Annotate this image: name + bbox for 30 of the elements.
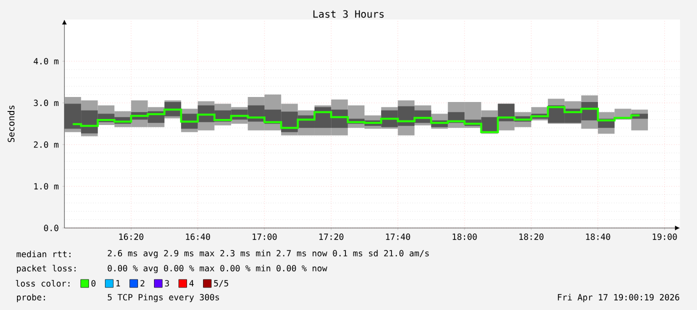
y-tick-label: 2.0 m <box>34 141 58 148</box>
y-tick-label: 3.0 m <box>34 100 58 106</box>
text: probe: <box>16 294 45 302</box>
legend-title: loss color: <box>16 280 70 287</box>
x-tick-label: 18:20 <box>519 234 544 240</box>
x-tick-label: 17:40 <box>386 234 410 240</box>
text: 0.00 % avg 0.00 % max 0.00 % min 0.00 % now <box>108 264 328 274</box>
x-tick-label: 16:20 <box>119 234 144 240</box>
x-tick-label: 18:40 <box>586 234 610 240</box>
legend-label: 4 <box>189 280 194 286</box>
x-tick-label: 17:00 <box>252 234 277 240</box>
x-tick-label: 18:00 <box>452 234 477 240</box>
text: packet loss: <box>16 264 76 274</box>
legend-label: 2 <box>140 280 144 286</box>
y-tick-label: 0.0 <box>44 224 58 232</box>
x-tick-label: 17:20 <box>319 234 344 240</box>
x-tick-label: 16:40 <box>186 234 210 240</box>
y-tick-label: 4.0 m <box>34 58 58 64</box>
text: 2.6 ms avg 2.9 ms max 2.3 ms min 2.7 ms now 0.1 ms sd 21.0 am/s <box>108 250 429 258</box>
legend-label: 3 <box>165 280 169 287</box>
chart-title: Last 3 Hours <box>313 10 384 18</box>
legend-label: 0 <box>91 280 96 287</box>
y-tick-label: 1.0 m <box>34 183 58 190</box>
x-tick-label: 19:00 <box>652 234 677 240</box>
text: Fri Apr 17 19:00:19 2026 <box>558 294 680 302</box>
text: median rtt: <box>16 250 70 258</box>
legend-label: 5/5 <box>214 280 228 288</box>
legend-label: 1 <box>116 280 120 286</box>
text: 5 TCP Pings every 300s <box>108 294 219 302</box>
y-axis-title: Seconds <box>8 106 14 142</box>
